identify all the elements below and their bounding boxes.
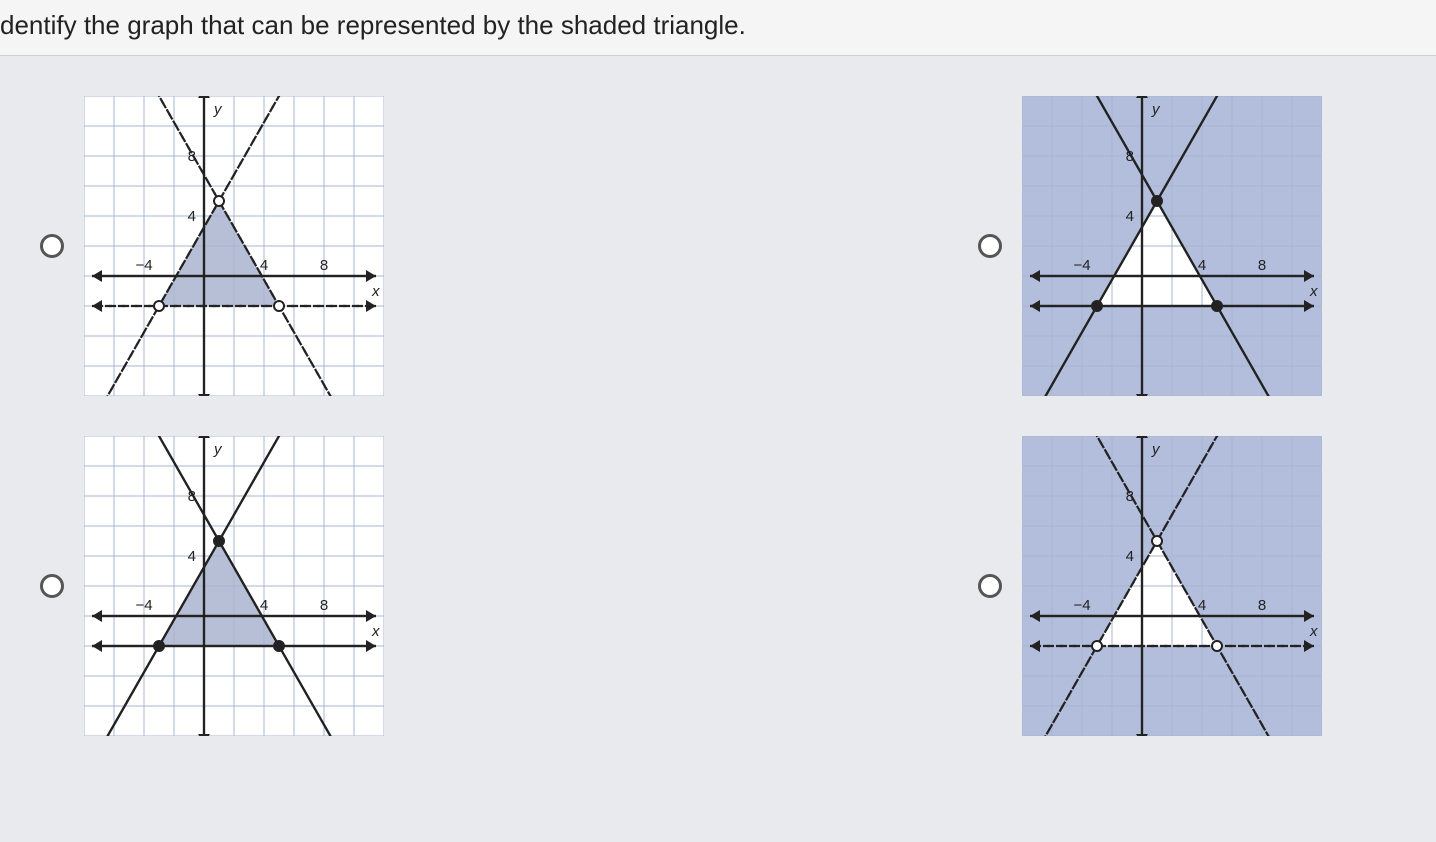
svg-text:4: 4 <box>1126 548 1134 565</box>
svg-text:8: 8 <box>1258 597 1266 614</box>
radio-B[interactable] <box>978 234 1002 258</box>
svg-text:x: x <box>1309 283 1318 300</box>
svg-text:x: x <box>1309 623 1318 640</box>
svg-text:−4: −4 <box>1073 257 1090 274</box>
choice-B[interactable]: −44848xy <box>978 96 1396 396</box>
svg-text:4: 4 <box>1198 257 1206 274</box>
radio-D[interactable] <box>978 574 1002 598</box>
svg-text:4: 4 <box>1198 597 1206 614</box>
choice-D[interactable]: −44848xy <box>978 436 1396 736</box>
svg-text:−4: −4 <box>135 597 152 614</box>
svg-text:4: 4 <box>188 548 196 565</box>
radio-C[interactable] <box>40 574 64 598</box>
svg-text:x: x <box>371 283 380 300</box>
graph-B: −44848xy <box>1022 96 1322 396</box>
graph-D: −44848xy <box>1022 436 1322 736</box>
svg-text:8: 8 <box>1258 257 1266 274</box>
choice-C[interactable]: −44848xy <box>40 436 458 736</box>
svg-text:4: 4 <box>260 257 268 274</box>
question-text: dentify the graph that can be represente… <box>0 0 1436 56</box>
svg-text:x: x <box>371 623 380 640</box>
svg-text:4: 4 <box>260 597 268 614</box>
choice-A[interactable]: −44848xy <box>40 96 458 396</box>
svg-text:4: 4 <box>1126 208 1134 225</box>
svg-text:−4: −4 <box>1073 597 1090 614</box>
choice-grid: −44848xy −44848xy −44848xy −44848xy <box>0 56 1436 736</box>
svg-text:8: 8 <box>320 597 328 614</box>
svg-text:4: 4 <box>188 208 196 225</box>
graph-C: −44848xy <box>84 436 384 736</box>
svg-text:−4: −4 <box>135 257 152 274</box>
graph-A: −44848xy <box>84 96 384 396</box>
svg-text:8: 8 <box>320 257 328 274</box>
page: dentify the graph that can be represente… <box>0 0 1436 842</box>
radio-A[interactable] <box>40 234 64 258</box>
